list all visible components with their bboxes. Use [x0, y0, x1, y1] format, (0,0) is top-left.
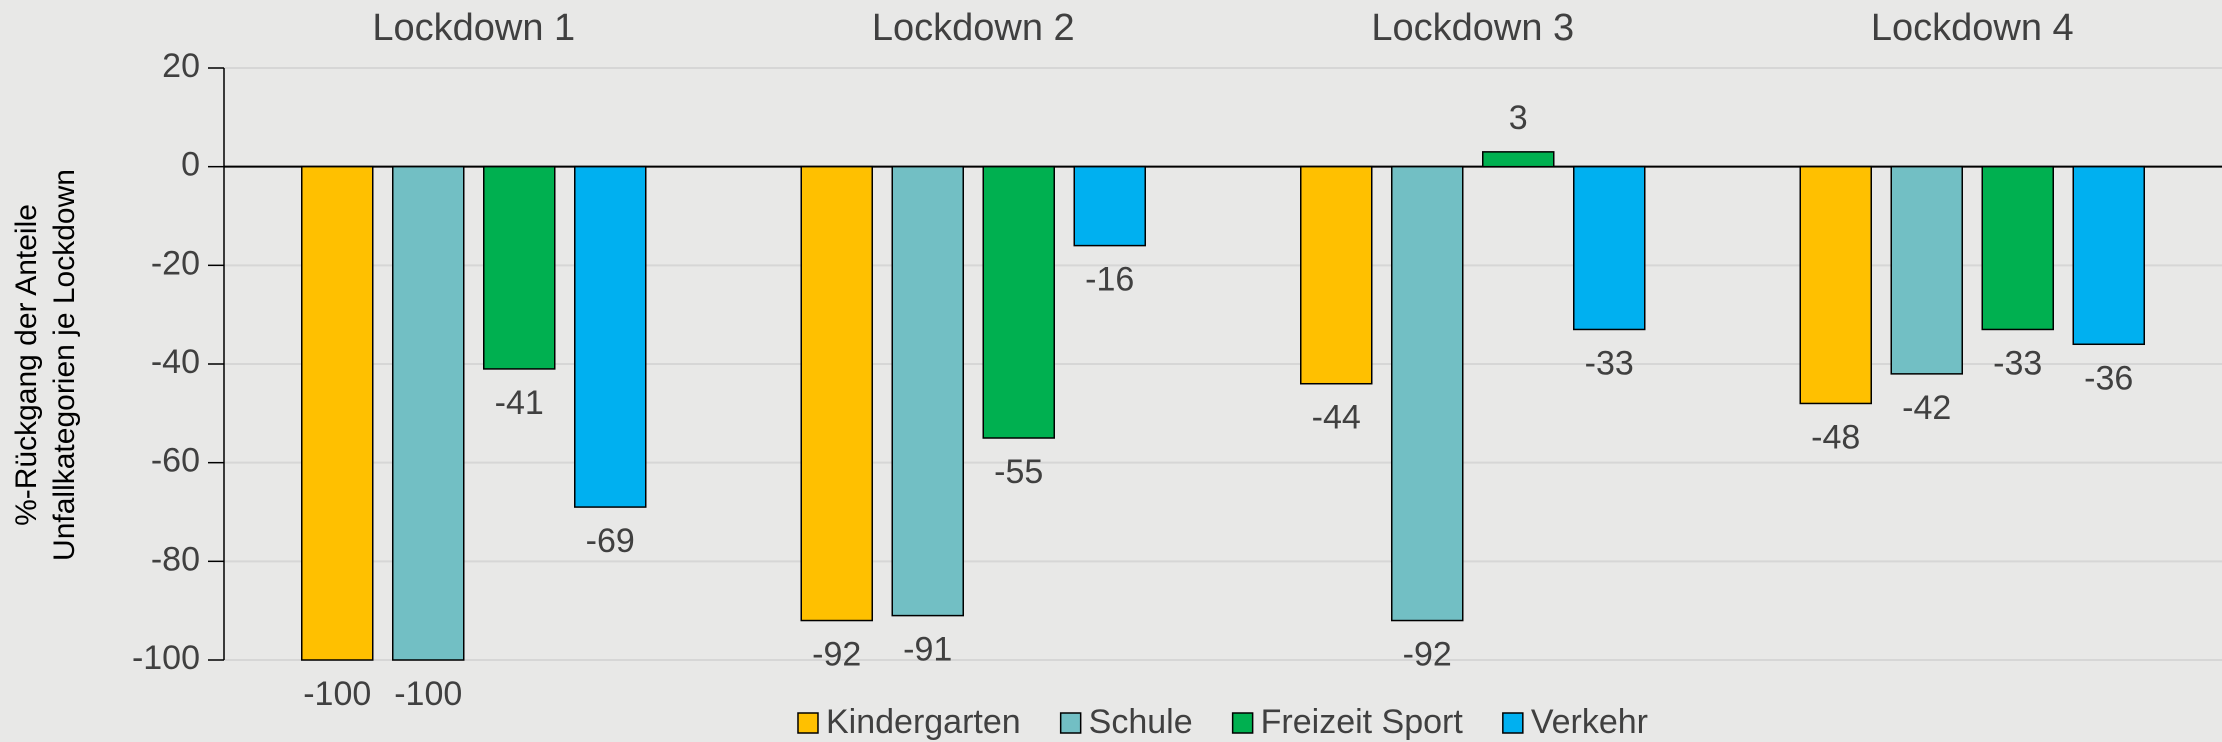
data-label: -100 — [303, 675, 371, 713]
category-label: Lockdown 3 — [1371, 7, 1574, 49]
category-label: Lockdown 1 — [372, 7, 575, 49]
data-label: -41 — [495, 384, 544, 422]
bar — [1890, 165, 1963, 375]
bar — [1300, 165, 1373, 385]
data-label: -100 — [394, 675, 462, 713]
data-label: 3 — [1509, 99, 1528, 137]
y-tick-label: -80 — [151, 540, 200, 578]
bar — [1573, 165, 1646, 331]
data-label: -69 — [586, 522, 635, 560]
data-label: -55 — [994, 453, 1043, 491]
bar — [1799, 165, 1872, 405]
y-axis-title-line: %-Rückgang der Anteile — [10, 204, 43, 526]
bar — [982, 165, 1055, 439]
legend-swatch — [797, 712, 819, 734]
bar — [1391, 165, 1464, 622]
y-tick-label: -40 — [151, 343, 200, 381]
y-tick-label: -60 — [151, 442, 200, 480]
legend-label: Freizeit Sport — [1261, 703, 1464, 741]
data-label: -36 — [2084, 359, 2133, 397]
data-label: -48 — [1811, 418, 1860, 456]
data-label: -16 — [1085, 261, 1134, 299]
bar — [1482, 151, 1555, 168]
bar — [891, 165, 964, 617]
legend-label: Schule — [1089, 703, 1193, 741]
bar — [483, 165, 556, 370]
legend-swatch — [1502, 712, 1524, 734]
bar — [392, 165, 465, 661]
legend-swatch — [1231, 712, 1254, 734]
bar — [2072, 165, 2145, 346]
data-label: -44 — [1312, 399, 1361, 437]
data-label: -42 — [1902, 389, 1951, 427]
bar — [301, 165, 374, 661]
data-label: -33 — [1993, 344, 2042, 382]
bar — [574, 165, 647, 508]
category-label: Lockdown 2 — [872, 7, 1075, 49]
legend-label: Kindergarten — [826, 703, 1021, 741]
y-tick-label: -20 — [151, 244, 200, 282]
legend-label: Verkehr — [1531, 703, 1648, 741]
bar — [1073, 165, 1146, 247]
y-tick-label: 0 — [181, 146, 200, 184]
data-label: -92 — [812, 636, 861, 674]
data-label: -92 — [1403, 636, 1452, 674]
bar — [800, 165, 873, 622]
y-tick-label: -100 — [132, 639, 200, 677]
data-label: -33 — [1585, 344, 1634, 382]
data-label: -91 — [903, 631, 952, 669]
y-axis-title: %-Rückgang der Anteile Unfallkategorien … — [10, 169, 81, 561]
legend-swatch — [1059, 712, 1082, 734]
category-label: Lockdown 4 — [1871, 7, 2074, 49]
y-axis-title-line: Unfallkategorien je Lockdown — [48, 169, 81, 561]
y-tick-label: 20 — [162, 47, 200, 85]
bar — [1981, 165, 2054, 331]
